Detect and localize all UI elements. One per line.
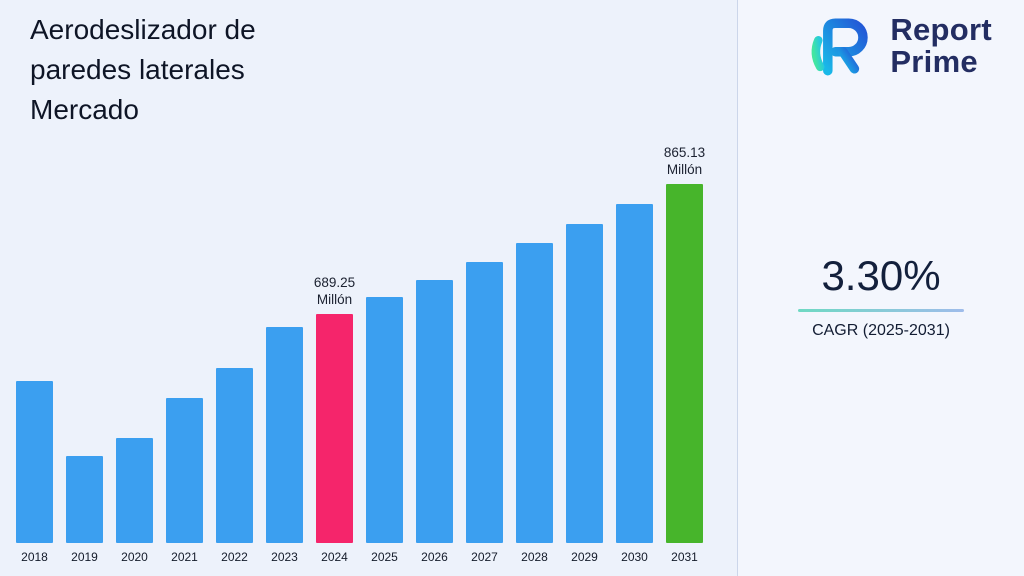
bar-group-2021: 2021 — [166, 398, 203, 564]
bar-value-label-2031: 865.13 Millón — [663, 144, 706, 178]
bar-chart: 2018 2019 2020 2021 2022 2023 689.25 Millón 2024… — [16, 144, 706, 564]
bar-2021 — [166, 398, 203, 543]
bar-2026 — [416, 280, 453, 543]
bar-2019 — [66, 456, 103, 543]
cagr-panel: 3.30% CAGR (2025-2031) — [738, 252, 1024, 340]
x-tick-2030: 2030 — [621, 550, 648, 564]
bar-2029 — [566, 224, 603, 543]
x-tick-2020: 2020 — [121, 550, 148, 564]
x-tick-2025: 2025 — [371, 550, 398, 564]
x-tick-2024: 2024 — [321, 550, 348, 564]
right-panel-background — [738, 0, 1024, 576]
bar-group-2027: 2027 — [466, 262, 503, 564]
bar-group-2028: 2028 — [516, 243, 553, 564]
x-tick-2031: 2031 — [671, 550, 698, 564]
report-prime-logo-text: Report Prime — [890, 11, 992, 79]
bar-2030 — [616, 204, 653, 543]
cagr-value: 3.30% — [821, 252, 941, 299]
bar-value-label-2024: 689.25 Millón — [313, 274, 356, 308]
bar-group-2030: 2030 — [616, 204, 653, 564]
bar-2025 — [366, 297, 403, 543]
report-prime-logo-icon — [811, 18, 868, 76]
logo-text-line1: Report — [890, 11, 992, 47]
bar-2028 — [516, 243, 553, 543]
bar-2018 — [16, 381, 53, 543]
bar-group-2024: 689.25 Millón 2024 — [313, 274, 356, 564]
bar-group-2023: 2023 — [266, 327, 303, 564]
bar-2031 — [666, 184, 703, 543]
bar-2027 — [466, 262, 503, 543]
bar-group-2026: 2026 — [416, 280, 453, 564]
x-tick-2021: 2021 — [171, 550, 198, 564]
x-tick-2028: 2028 — [521, 550, 548, 564]
bar-2024 — [316, 314, 353, 543]
cagr-underline — [798, 309, 964, 312]
x-tick-2023: 2023 — [271, 550, 298, 564]
bar-group-2019: 2019 — [66, 456, 103, 564]
bar-group-2022: 2022 — [216, 368, 253, 564]
bar-group-2018: 2018 — [16, 381, 53, 564]
bar-group-2031: 865.13 Millón 2031 — [663, 144, 706, 564]
page-title: Aerodeslizador de paredes laterales Merc… — [30, 14, 256, 125]
x-tick-2018: 2018 — [21, 550, 48, 564]
bar-2020 — [116, 438, 153, 543]
bar-group-2020: 2020 — [116, 438, 153, 564]
x-tick-2019: 2019 — [71, 550, 98, 564]
bar-2023 — [266, 327, 303, 543]
cagr-label: CAGR (2025-2031) — [812, 322, 950, 339]
vertical-divider — [737, 0, 738, 576]
logo-text-line2: Prime — [890, 44, 978, 79]
bar-2022 — [216, 368, 253, 543]
x-tick-2022: 2022 — [221, 550, 248, 564]
bar-group-2029: 2029 — [566, 224, 603, 564]
x-tick-2027: 2027 — [471, 550, 498, 564]
report-prime-logo: Report Prime — [805, 8, 992, 84]
bar-group-2025: 2025 — [366, 297, 403, 564]
x-tick-2026: 2026 — [421, 550, 448, 564]
x-tick-2029: 2029 — [571, 550, 598, 564]
